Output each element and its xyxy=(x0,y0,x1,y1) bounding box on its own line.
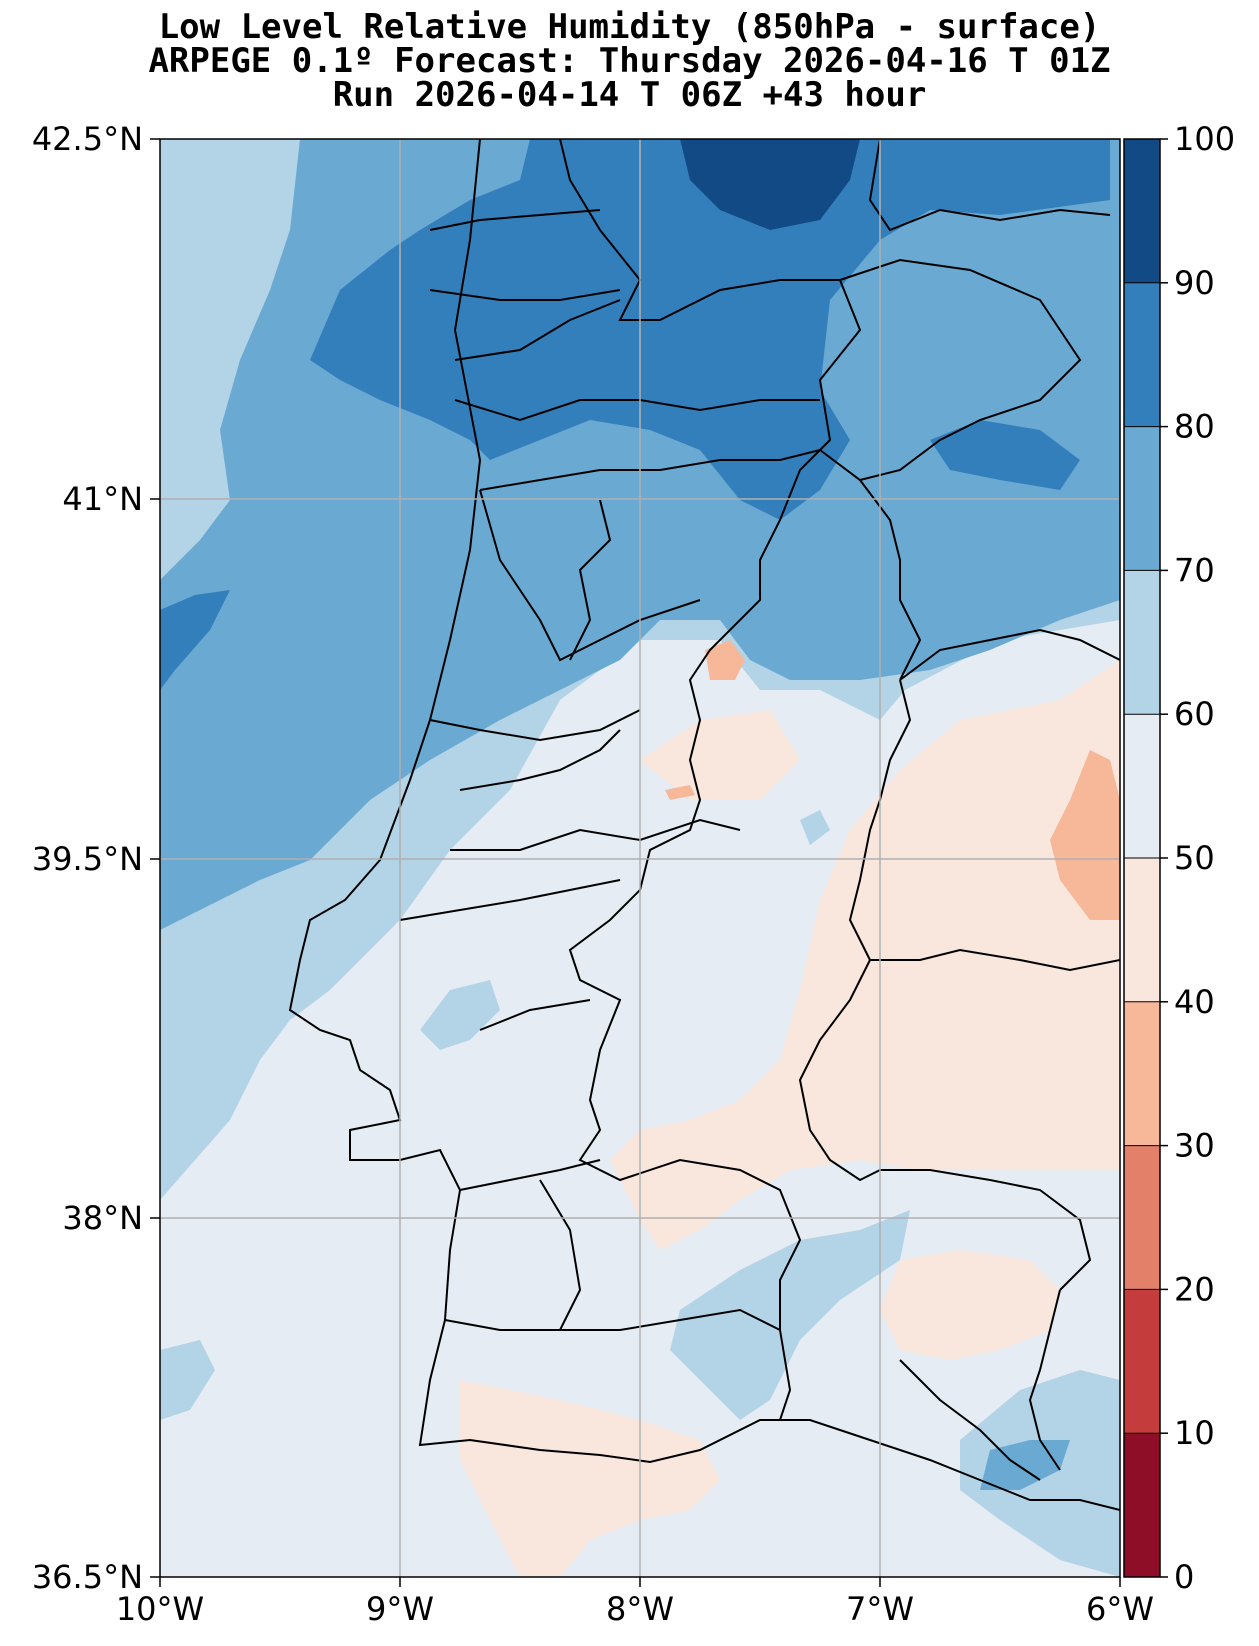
rh-30-40-central-spot xyxy=(665,785,695,800)
colorbar-swatch-0-10 xyxy=(1124,1433,1160,1578)
colorbar-tick-label-70: 70 xyxy=(1174,551,1215,589)
spain-province-10 xyxy=(899,1359,1041,1481)
colorbar-tick-label-100: 100 xyxy=(1174,120,1235,158)
colorbar-swatch-30-40 xyxy=(1124,1001,1160,1147)
lon-label-10w: 10°W xyxy=(116,1590,204,1628)
rh-80-90-west-patch xyxy=(160,590,230,690)
lat-label-39-5: 39.5°N xyxy=(32,840,143,878)
district-border-south-2 xyxy=(459,1159,601,1191)
colorbar-swatch-90-100 xyxy=(1124,139,1160,284)
spain-province-1 xyxy=(868,139,1111,232)
rh-30-40-east xyxy=(1050,750,1120,920)
longitude-labels: 10°W 9°W 8°W 7°W 6°W xyxy=(116,1590,1154,1628)
district-border-central-5 xyxy=(450,818,741,851)
district-border-north-3 xyxy=(454,299,621,361)
colorbar-swatch-10-20 xyxy=(1124,1289,1160,1434)
colorbar-swatch-80-90 xyxy=(1124,282,1160,428)
colorbar-tick-label-50: 50 xyxy=(1174,839,1215,877)
spain-portugal-border xyxy=(559,139,862,1421)
rh-60-70-southeast-blob xyxy=(670,1210,910,1420)
rh-30-40-north-spot xyxy=(705,640,745,680)
colorbar-swatch-20-30 xyxy=(1124,1145,1160,1290)
colorbar-tick-label-40: 40 xyxy=(1174,983,1215,1021)
colorbar-tick-label-20: 20 xyxy=(1174,1270,1215,1308)
district-border-central-4 xyxy=(459,729,621,791)
colorbar-tick-label-90: 90 xyxy=(1174,264,1215,302)
gridlines xyxy=(160,139,1120,1577)
rh-60-70-west-coast-blob xyxy=(160,1340,215,1420)
spain-province-8 xyxy=(880,1169,1092,1291)
colorbar-swatch-60-70 xyxy=(1124,570,1160,715)
district-border-south-3 xyxy=(444,1308,781,1331)
title-line-2: ARPEGE 0.1º Forecast: Thursday 2026-04-1… xyxy=(148,41,1111,81)
colorbar-tick-label-0: 0 xyxy=(1174,1558,1194,1596)
rh-40-50-southwest xyxy=(460,1380,720,1577)
colorbar-tick-label-10: 10 xyxy=(1174,1414,1215,1452)
lat-label-41: 41°N xyxy=(62,480,143,518)
rh-90-100-region xyxy=(680,139,860,230)
rh-80-90-region xyxy=(310,139,1110,520)
spain-province-2 xyxy=(819,258,1082,482)
title-line-3: Run 2026-04-14 T 06Z +43 hour xyxy=(332,75,927,115)
lat-label-42-5: 42.5°N xyxy=(32,120,143,158)
rh-80-90-east-patch xyxy=(930,420,1080,490)
district-border-south-1 xyxy=(479,999,591,1031)
chart-title: Low Level Relative Humidity (850hPa - su… xyxy=(0,10,1259,112)
district-border-south-4 xyxy=(539,1179,582,1331)
map-borders xyxy=(288,139,1120,1511)
rh-40-50-southeast xyxy=(880,1250,1060,1360)
spain-province-6 xyxy=(870,948,1120,972)
spain-province-7 xyxy=(798,959,881,1182)
latitude-labels: 42.5°N 41°N 39.5°N 38°N 36.5°N xyxy=(32,120,143,1596)
rh-60-70-central-blob xyxy=(800,810,830,845)
district-border-north-2 xyxy=(429,289,621,301)
title-line-1: Low Level Relative Humidity (850hPa - su… xyxy=(158,7,1101,47)
lon-label-8w: 8°W xyxy=(606,1590,674,1628)
lon-label-9w: 9°W xyxy=(366,1590,434,1628)
colorbar-swatch-40-50 xyxy=(1124,858,1160,1003)
lat-label-38: 38°N xyxy=(62,1199,143,1237)
spain-province-3 xyxy=(859,479,922,681)
spain-province-9 xyxy=(1028,1289,1061,1471)
axis-ticks xyxy=(150,138,1121,1587)
colorbar-swatch-70-80 xyxy=(1124,426,1160,571)
colorbar-swatches xyxy=(1124,139,1160,1578)
spain-province-4 xyxy=(899,628,1120,681)
rh-40-50-east xyxy=(610,660,1120,1250)
lon-label-7w: 7°W xyxy=(846,1590,914,1628)
lon-label-6w: 6°W xyxy=(1086,1590,1154,1628)
district-border-north-1 xyxy=(429,209,601,231)
district-border-central-2 xyxy=(429,709,641,742)
district-border-north-5 xyxy=(479,449,821,491)
spain-province-5 xyxy=(848,679,912,961)
rh-60-70-lisbon-blob xyxy=(420,980,500,1050)
colorbar-tick-label-30: 30 xyxy=(1174,1127,1215,1165)
district-border-central-6 xyxy=(399,879,621,921)
colorbar-tick-label-60: 60 xyxy=(1174,695,1215,733)
district-border-central-3 xyxy=(569,499,612,661)
lat-label-36-5: 36.5°N xyxy=(32,1558,143,1596)
rh-40-50-central xyxy=(640,710,800,800)
colorbar-tick-label-80: 80 xyxy=(1174,408,1215,446)
coastline xyxy=(288,139,1120,1511)
colorbar-swatch-50-60 xyxy=(1124,714,1160,859)
